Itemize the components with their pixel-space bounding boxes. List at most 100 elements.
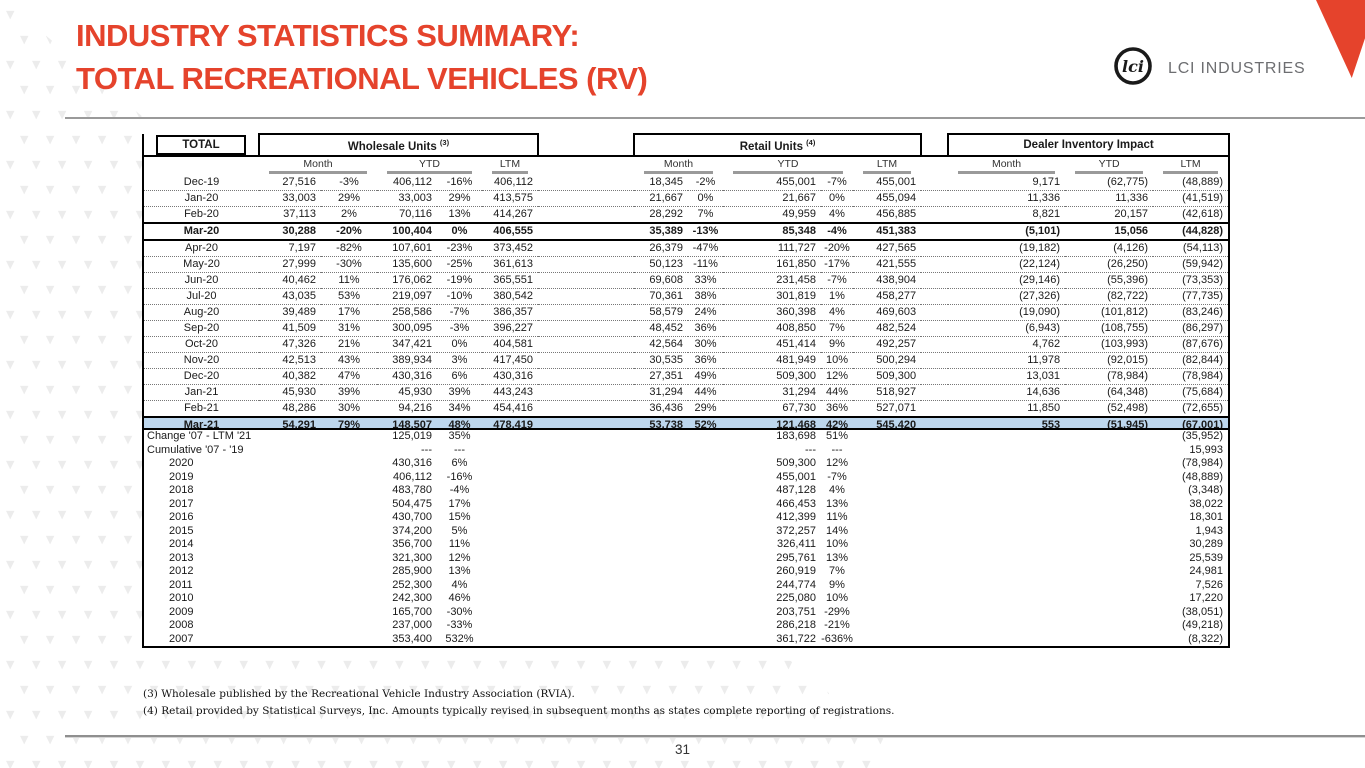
cell: 47,326 [259,336,321,353]
cell [853,498,921,512]
cell: 509,300 [853,368,922,385]
cell: -636% [821,632,853,645]
monthly-table-body: Dec-19 27,516 -3% 406,112 -16% 406,112 18,345-… [143,175,1230,434]
cell: 417,450 [482,352,538,369]
subheader-gap [921,156,948,175]
cell: 29% [321,190,377,207]
cell: 70,361 [634,288,688,305]
cell: (48,889) [1153,175,1230,191]
cell: -16% [446,470,473,483]
cell: Apr-20 [143,240,259,257]
cell: May-20 [143,256,259,273]
cell [321,525,377,539]
cell [538,206,634,224]
cell: 11% [321,272,377,289]
cell [634,633,688,648]
annual-statistics-table: Change '07 - LTM '21 125,019 35% 183,698 51%… [142,428,1230,648]
cell: 406,112 [377,175,437,191]
cell: 438,904 [853,272,922,289]
cell: 4% [451,578,468,591]
cell: 18,345 [634,175,688,191]
cell [482,511,538,525]
cell [538,272,634,289]
cell: -7% [437,304,482,321]
cell [688,619,723,633]
cell: 44% [688,384,723,401]
cell: (82,844) [1153,352,1230,369]
page-number: 31 [674,742,691,757]
cell: 10% [821,352,853,369]
cell [634,429,688,444]
cell: 28,292 [634,206,688,224]
cell [921,552,948,566]
cell: 3% [437,352,482,369]
retail-units-header: Retail Units (4) [632,133,923,157]
cell [948,511,1065,525]
cell [921,190,949,207]
cell: 5% [451,524,468,537]
cell: 14,636 [948,384,1066,401]
footnote-4: (4) Retail provided by Statistical Surve… [143,705,895,717]
cell: (92,015) [1065,352,1154,369]
cell: 70,116 [377,206,437,224]
cell: 29% [688,400,723,418]
cell: 7% [829,565,845,577]
cell: 37,113 [259,206,321,224]
table-row: Jan-20 33,003 29% 33,003 29% 413,575 21,667 0% 2… [143,190,1230,207]
table-row: 2015 374,200 5% 372,257 14% 1,943 [143,525,1229,539]
cell: 4,762 [948,336,1066,353]
cell: 451,383 [853,222,922,241]
cell [921,206,949,224]
cell [482,619,538,633]
cell: (101,812) [1065,304,1154,321]
cell [482,429,538,444]
cell: 15,993 [1189,443,1223,456]
cell [688,498,723,512]
cell: 430,316 [392,457,432,469]
cell: 36% [821,400,853,418]
cell: (52,498) [1065,400,1154,418]
cell: 365,551 [482,272,538,289]
cell [948,619,1065,633]
cell: 0% [688,190,723,207]
cell [482,592,538,606]
cell: --- [421,443,432,456]
cell [921,498,948,512]
cell [634,525,688,539]
cell: 17,220 [1189,592,1223,604]
table-row: 2012 285,900 13% 260,919 7% 24,981 [143,565,1229,579]
cell: 11,336 [1065,190,1154,207]
cell [259,471,321,485]
annual-table-body: Change '07 - LTM '21 125,019 35% 183,698 51%… [143,429,1229,647]
cell: 7% [688,206,723,224]
cell [688,592,723,606]
cell: (6,943) [948,320,1066,337]
cell: -19% [437,272,482,289]
cell: 443,243 [482,384,538,401]
cell [921,336,949,353]
cell: 45,930 [259,384,321,401]
cell [1065,471,1153,485]
cell: 7% [821,320,853,337]
cell [634,538,688,552]
table-row: 2017 504,475 17% 466,453 13% 38,022 [143,498,1229,512]
cell [948,429,1065,444]
cell: 2011 [169,578,193,591]
cell [538,400,634,418]
cell: 18,301 [1189,511,1223,523]
cell [321,498,377,512]
cell: 225,080 [776,592,816,604]
cell: 427,565 [853,240,922,257]
cell: (64,348) [1065,384,1154,401]
cell: 11,978 [948,352,1066,369]
cell: (27,326) [948,288,1066,305]
cell: 408,850 [723,320,821,337]
cell: 455,001 [853,175,922,191]
cell [538,592,634,606]
cell: 39% [437,384,482,401]
cell: 36% [688,320,723,337]
cell [259,592,321,606]
cell: 14% [825,524,849,537]
corner-accent-triangle [1316,0,1365,78]
cell [538,511,634,525]
